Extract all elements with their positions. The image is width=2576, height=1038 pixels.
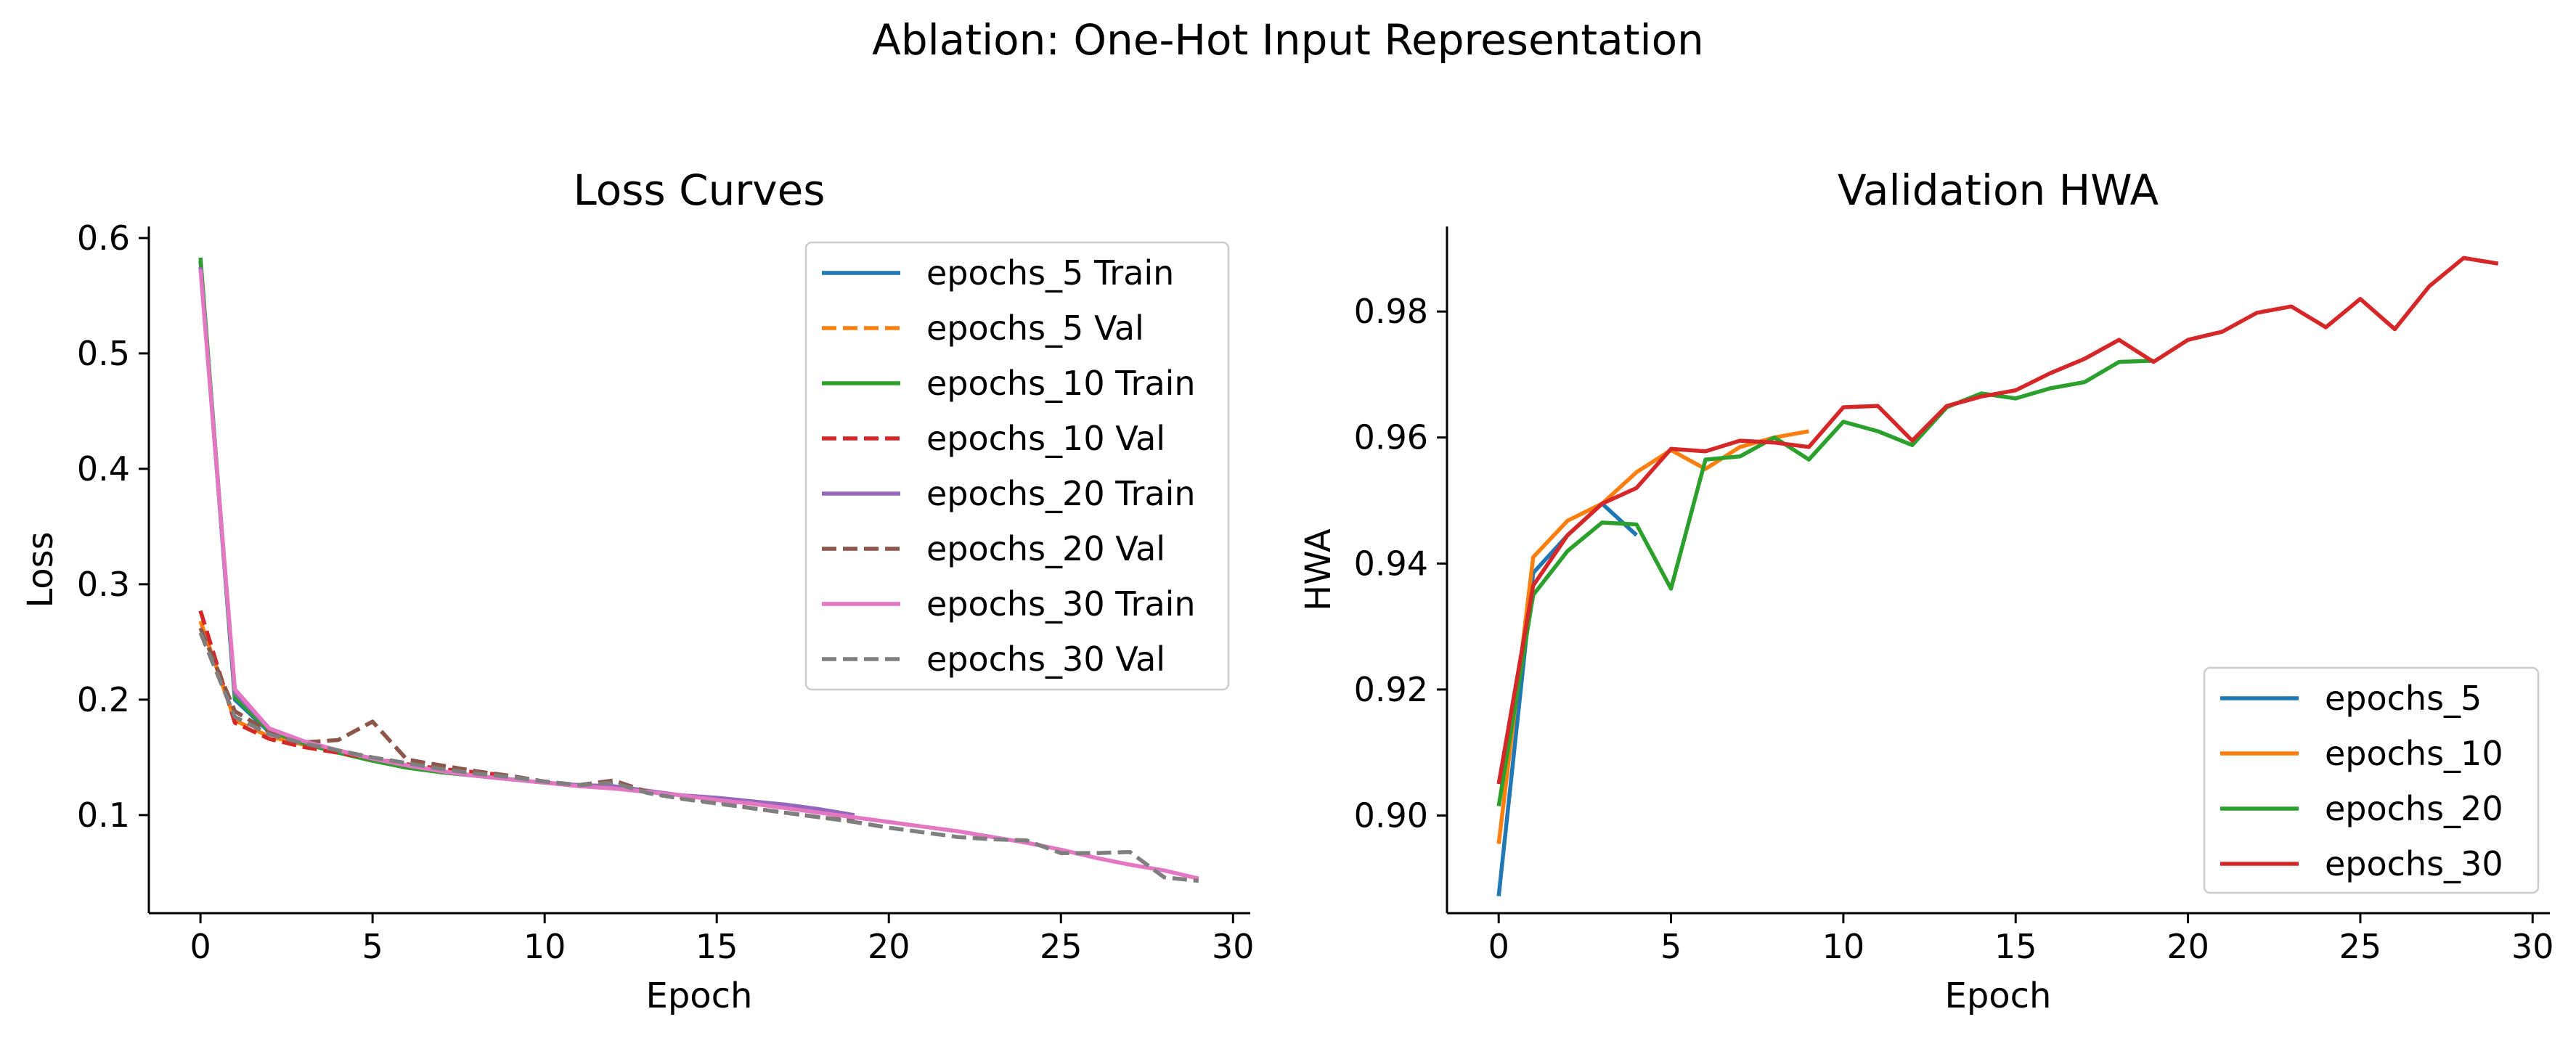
loss-legend-label-epochs-20-val: epochs_20 Val (926, 529, 1165, 568)
hwa-series-line-epochs-20 (1496, 359, 2154, 806)
loss-legend-label-epochs-5-train: epochs_5 Train (926, 253, 1174, 293)
loss-x-tick-label: 10 (523, 927, 566, 966)
hwa-x-tick-label: 30 (2511, 927, 2554, 966)
hwa-y-tick-label: 0.98 (1354, 292, 1428, 331)
hwa-x-tick-label: 20 (2167, 927, 2209, 966)
loss-y-tick-label: 0.2 (77, 680, 130, 719)
loss-y-tick-label: 0.3 (77, 565, 130, 604)
loss-legend-label-epochs-20-train: epochs_20 Train (926, 474, 1196, 513)
loss-series-line-epochs-20-val (198, 627, 855, 823)
loss-legend-label-epochs-5-val: epochs_5 Val (926, 308, 1144, 348)
hwa-legend-label-epochs-5: epochs_5 (2325, 679, 2482, 718)
hwa-legend-label-epochs-20: epochs_20 (2325, 789, 2503, 828)
loss-x-tick-label: 25 (1040, 927, 1083, 966)
hwa-y-ticks: 0.90 0.92 0.94 0.96 0.98 (1354, 292, 1447, 835)
hwa-series-group (1496, 256, 2499, 896)
hwa-panel-title: Validation HWA (1838, 165, 2159, 215)
loss-x-tick-label: 30 (1212, 927, 1255, 966)
loss-x-tick-label: 15 (696, 927, 738, 966)
loss-y-ticks: 0.1 0.2 0.3 0.4 0.5 0.6 (77, 218, 149, 835)
loss-series-line-epochs-30-train (198, 269, 1199, 880)
hwa-legend-label-epochs-30: epochs_30 (2325, 844, 2503, 883)
loss-series-line-epochs-20-train (198, 266, 855, 817)
hwa-legend-label-epochs-10: epochs_10 (2325, 734, 2503, 773)
loss-y-tick-label: 0.4 (77, 449, 130, 489)
hwa-x-tick-label: 15 (1994, 927, 2037, 966)
loss-x-axis-label: Epoch (646, 976, 753, 1016)
loss-x-ticks: 0 5 10 15 20 25 30 (189, 913, 1255, 966)
hwa-y-axis-label: HWA (1298, 528, 1339, 611)
hwa-x-tick-label: 10 (1822, 927, 1865, 966)
loss-legend-label-epochs-10-val: epochs_10 Val (926, 419, 1165, 458)
loss-legend-label-epochs-30-val: epochs_30 Val (926, 639, 1165, 679)
hwa-y-tick-label: 0.94 (1354, 544, 1428, 583)
loss-panel-title: Loss Curves (574, 165, 826, 215)
hwa-y-tick-label: 0.90 (1354, 796, 1428, 835)
validation-hwa-panel: Validation HWA 0 5 10 15 20 25 30 0.90 0.92 0.94… (1298, 165, 2554, 1016)
hwa-x-axis-label: Epoch (1945, 976, 2052, 1016)
loss-legend-label-epochs-10-train: epochs_10 Train (926, 364, 1196, 403)
hwa-x-ticks: 0 5 10 15 20 25 30 (1488, 913, 2554, 966)
loss-legend: epochs_5 Train epochs_5 Val epochs_10 Trai… (804, 241, 1230, 691)
loss-series-group (198, 257, 1199, 883)
hwa-y-tick-label: 0.92 (1354, 670, 1428, 709)
hwa-x-tick-label: 25 (2339, 927, 2382, 966)
hwa-series-line-epochs-10 (1496, 429, 1809, 844)
loss-curves-panel: Loss Curves 0 5 10 15 20 25 30 0.1 0.2 0.3 0.4 0.5… (20, 165, 1255, 1016)
hwa-series-line-epochs-5 (1496, 502, 1638, 896)
loss-legend-box (804, 241, 1230, 691)
hwa-y-tick-label: 0.96 (1354, 418, 1428, 457)
loss-x-tick-label: 20 (868, 927, 910, 966)
loss-legend-label-epochs-30-train: epochs_30 Train (926, 584, 1196, 624)
loss-y-tick-label: 0.1 (77, 796, 130, 835)
hwa-x-tick-label: 5 (1660, 927, 1682, 966)
loss-series-line-epochs-10-val (198, 610, 511, 778)
hwa-series-line-epochs-30 (1496, 256, 2499, 785)
loss-x-tick-label: 5 (362, 927, 383, 966)
loss-y-tick-label: 0.5 (77, 334, 130, 373)
hwa-legend-box (2203, 666, 2540, 894)
figure-title: Ablation: One-Hot Input Representation (872, 15, 1704, 65)
loss-y-axis-label: Loss (20, 531, 61, 608)
hwa-legend: epochs_5 epochs_10 epochs_20 epochs_30 (2203, 666, 2540, 894)
hwa-x-tick-label: 0 (1488, 927, 1509, 966)
loss-y-tick-label: 0.6 (77, 218, 130, 258)
loss-x-tick-label: 0 (189, 927, 211, 966)
